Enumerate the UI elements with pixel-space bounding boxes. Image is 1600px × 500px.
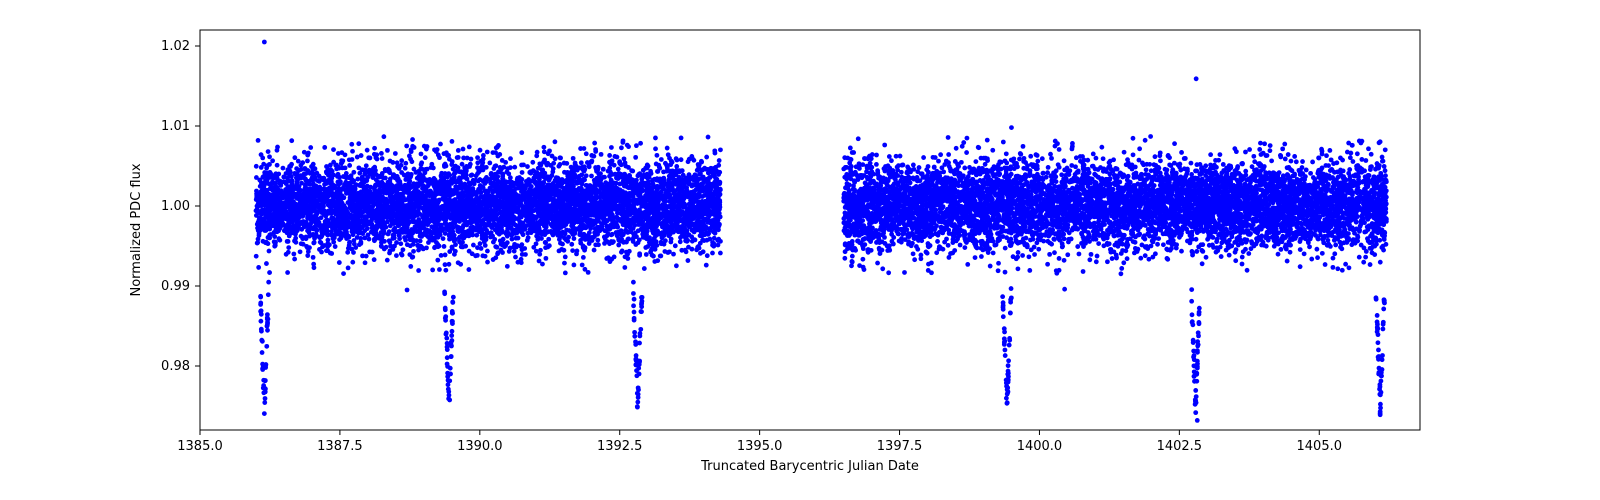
x-tick-label: 1385.0 <box>177 439 223 454</box>
x-tick-label: 1392.5 <box>597 439 643 454</box>
lightcurve-chart: 1385.0 1387.5 1390.0 1392.5 1395.0 1397.5 1400… <box>0 0 1600 500</box>
x-tick-label: 1387.5 <box>317 439 363 454</box>
y-axis-label: Normalized PDC flux <box>129 163 144 296</box>
x-tick-label: 1395.0 <box>737 439 783 454</box>
x-axis-label: Truncated Barycentric Julian Date <box>700 459 919 474</box>
x-tick-label: 1405.0 <box>1297 439 1343 454</box>
x-tick-label: 1402.5 <box>1157 439 1203 454</box>
y-tick-label: 1.02 <box>161 39 190 54</box>
chart-svg: 1385.0 1387.5 1390.0 1392.5 1395.0 1397.5 1400… <box>0 0 1600 500</box>
y-tick-label: 0.98 <box>161 359 190 374</box>
x-tick-label: 1397.5 <box>877 439 923 454</box>
y-tick-label: 1.00 <box>161 199 190 214</box>
y-tick-label: 1.01 <box>161 119 190 134</box>
y-tick-label: 0.99 <box>161 279 190 294</box>
x-tick-label: 1390.0 <box>457 439 503 454</box>
x-tick-label: 1400.0 <box>1017 439 1063 454</box>
